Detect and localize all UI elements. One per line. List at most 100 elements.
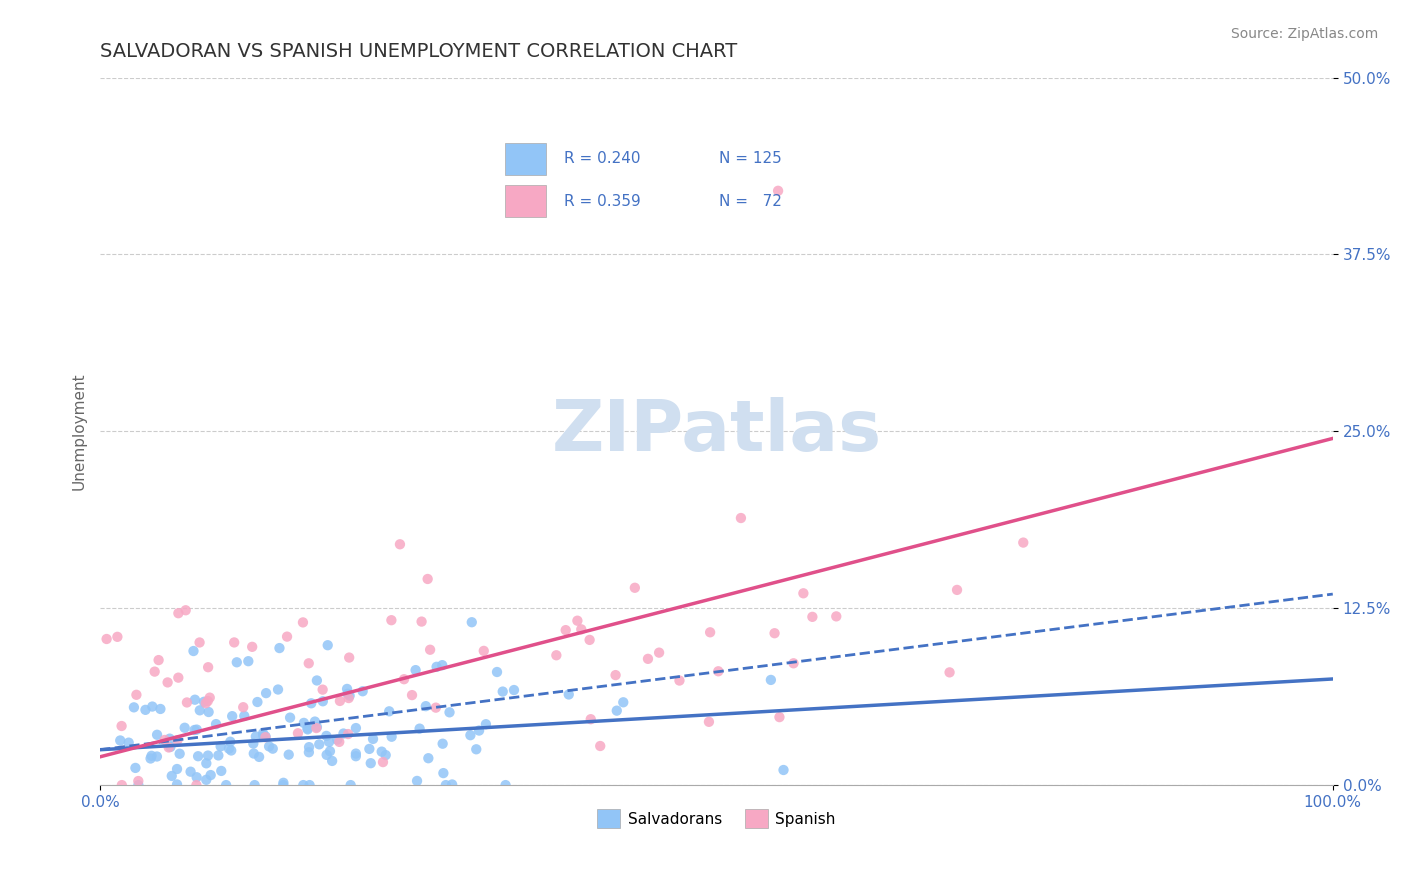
Point [485,665,508,679]
Point [359,742,381,756]
Point [801,610,824,624]
Point [668,673,690,688]
Point [298,740,321,755]
Point [242,737,264,751]
Point [361,731,384,746]
Point [432,766,454,780]
Point [166,777,188,791]
Point [336,687,359,701]
Point [405,663,427,677]
Point [492,684,515,698]
Point [242,747,264,761]
Point [408,722,430,736]
Point [312,694,335,708]
Point [238,654,260,668]
Point [188,703,211,717]
Point [763,626,786,640]
Point [558,688,581,702]
Point [759,673,782,687]
Point [267,682,290,697]
Point [127,774,149,789]
Point [938,665,960,680]
Point [176,696,198,710]
Point [160,769,183,783]
Point [292,778,315,792]
Point [468,723,491,738]
Point [460,728,482,742]
Point [297,723,319,737]
Point [401,688,423,702]
Point [388,537,411,551]
Point [262,741,284,756]
Point [416,572,439,586]
Point [110,719,132,733]
Point [245,730,267,744]
Point [125,688,148,702]
Point [337,691,360,706]
Point [232,700,254,714]
Point [219,743,242,757]
Point [195,756,218,771]
Point [197,660,219,674]
Point [472,644,495,658]
Point [315,747,337,762]
Point [605,668,627,682]
Point [297,722,319,736]
Point [186,770,208,784]
Point [337,650,360,665]
Point [141,699,163,714]
Point [200,768,222,782]
Point [149,702,172,716]
Point [224,635,246,649]
Point [328,735,350,749]
Point [134,703,156,717]
Point [233,709,256,723]
Point [269,641,291,656]
Point [243,778,266,792]
Point [252,729,274,743]
Point [298,745,321,759]
Point [699,625,721,640]
Point [378,704,401,718]
Point [197,694,219,708]
Point [184,692,207,706]
Point [252,726,274,740]
Text: ZIPatlas: ZIPatlas [551,397,882,466]
Point [96,632,118,646]
Point [141,748,163,763]
Point [118,736,141,750]
Point [305,721,328,735]
Point [465,742,488,756]
Point [730,511,752,525]
Point [195,772,218,787]
Point [305,673,328,688]
Point [273,776,295,790]
Point [579,712,602,726]
Point [246,695,269,709]
Legend: Salvadorans, Spanish: Salvadorans, Spanish [591,803,842,834]
Point [183,644,205,658]
Point [321,754,343,768]
Point [419,642,441,657]
Point [772,763,794,777]
Point [167,671,190,685]
Point [287,726,309,740]
Point [344,747,367,761]
Point [344,749,367,764]
Point [193,695,215,709]
Point [352,684,374,698]
Point [225,655,247,669]
Point [326,732,349,747]
Point [311,682,333,697]
Point [425,700,447,714]
Point [153,733,176,747]
Point [247,750,270,764]
Point [148,653,170,667]
Point [411,615,433,629]
Point [432,658,454,673]
Point [187,749,209,764]
Point [624,581,647,595]
Point [271,778,294,792]
Point [475,717,498,731]
Point [215,778,238,792]
